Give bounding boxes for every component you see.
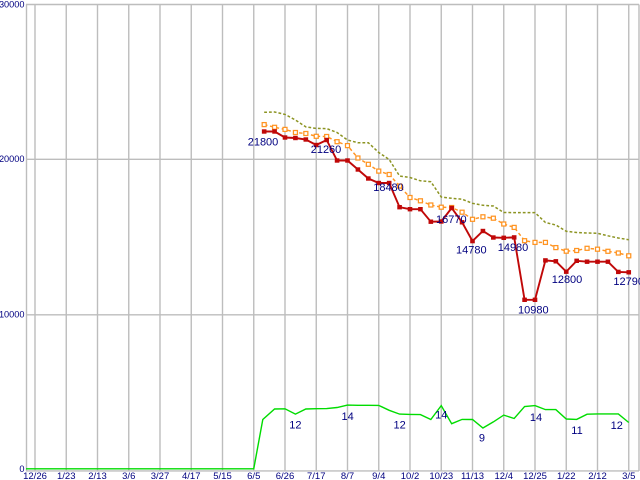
svg-text:10000: 10000 [0,310,25,320]
svg-text:12/25: 12/25 [523,471,547,480]
svg-text:1/23: 1/23 [57,471,76,480]
svg-text:7/17: 7/17 [307,471,326,480]
svg-text:12/4: 12/4 [495,471,514,480]
svg-text:10/23: 10/23 [429,471,453,480]
svg-text:2/12: 2/12 [588,471,607,480]
svg-text:16770: 16770 [436,214,467,226]
svg-text:21800: 21800 [248,137,279,149]
svg-text:12790: 12790 [613,276,640,288]
svg-text:3/5: 3/5 [622,471,635,480]
svg-text:9/4: 9/4 [372,471,385,480]
svg-text:14: 14 [341,411,353,423]
svg-text:30000: 30000 [0,0,25,9]
svg-text:1/22: 1/22 [557,471,576,480]
svg-text:6/5: 6/5 [247,471,260,480]
svg-text:2/13: 2/13 [88,471,107,480]
svg-text:12800: 12800 [552,274,583,286]
svg-text:12: 12 [289,420,301,432]
svg-text:14: 14 [530,412,542,424]
svg-text:11/13: 11/13 [461,471,484,480]
svg-text:6/26: 6/26 [276,471,295,480]
svg-text:14980: 14980 [498,242,529,254]
svg-text:12: 12 [393,420,405,432]
svg-text:12/26: 12/26 [23,471,47,480]
svg-text:20000: 20000 [0,154,25,164]
svg-text:3/27: 3/27 [151,471,170,480]
svg-text:14780: 14780 [456,245,487,257]
svg-text:8/7: 8/7 [341,471,354,480]
svg-text:11: 11 [571,425,582,437]
svg-text:10980: 10980 [518,305,549,317]
svg-text:3/6: 3/6 [122,471,135,480]
svg-text:0: 0 [19,464,24,474]
svg-text:5/15: 5/15 [213,471,232,480]
svg-text:12: 12 [611,420,623,432]
svg-text:18480: 18480 [373,182,404,194]
svg-text:9: 9 [479,433,485,445]
svg-text:10/2: 10/2 [401,471,420,480]
svg-text:21260: 21260 [311,144,342,156]
svg-text:14: 14 [435,410,447,422]
svg-text:4/17: 4/17 [182,471,201,480]
